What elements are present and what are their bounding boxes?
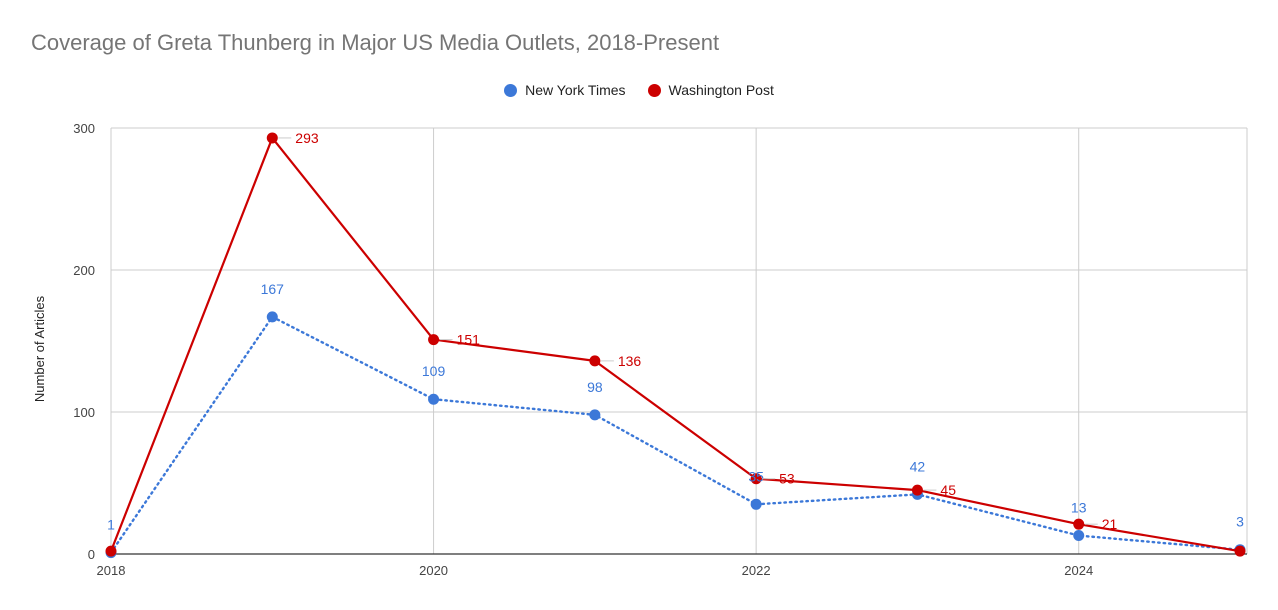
- data-label-nyt: 109: [422, 363, 446, 379]
- data-label-nyt: 42: [910, 458, 926, 474]
- axes: 0 100 200 300 2018 2020 2022 2024: [73, 121, 1247, 578]
- data-label-nyt: 167: [261, 281, 285, 297]
- data-point-wapo: [750, 473, 762, 485]
- data-point-wapo: [1234, 545, 1246, 557]
- data-point-wapo: [266, 132, 278, 144]
- data-point-wapo: [589, 355, 601, 367]
- y-tick-label: 200: [73, 263, 95, 278]
- data-point-nyt: [266, 311, 278, 323]
- data-label-wapo: 21: [1102, 516, 1118, 532]
- x-tick-label: 2024: [1064, 563, 1093, 578]
- data-label-wapo: 293: [295, 130, 319, 146]
- data-label-nyt: 1: [107, 517, 115, 533]
- y-tick-label: 100: [73, 405, 95, 420]
- data-label-nyt: 3: [1236, 514, 1244, 530]
- x-tick-label: 2022: [742, 563, 771, 578]
- legend-marker-wapo: [647, 83, 661, 97]
- data-label-wapo: 151: [457, 332, 481, 348]
- data-label-nyt: 13: [1071, 500, 1087, 516]
- data-label-nyt: 35: [748, 468, 764, 484]
- data-point-nyt: [1073, 530, 1085, 542]
- chart-title: Coverage of Greta Thunberg in Major US M…: [31, 30, 720, 55]
- data-point-wapo: [1073, 518, 1085, 530]
- data-labels: 1 167 109 98 35 42 13 3 293 151 136 53 45 21: [107, 130, 1244, 533]
- chart-legend: New York Times Washington Post: [0, 80, 1278, 100]
- data-label-wapo: 53: [779, 471, 795, 487]
- data-label-nyt: 98: [587, 379, 603, 395]
- data-point-nyt: [750, 498, 762, 510]
- series: [105, 132, 1246, 559]
- data-point-nyt: [428, 393, 440, 405]
- data-label-wapo: 45: [940, 482, 956, 498]
- series-line-nyt: [109, 315, 1242, 554]
- legend-label-nyt: New York Times: [525, 82, 626, 98]
- data-label-wapo: 136: [618, 353, 642, 369]
- data-point-nyt: [589, 409, 601, 421]
- y-tick-label: 0: [88, 547, 95, 562]
- legend-marker-nyt: [504, 83, 518, 97]
- data-point-wapo: [911, 484, 923, 496]
- legend-item-nyt[interactable]: New York Times: [504, 82, 626, 98]
- legend-item-wapo[interactable]: Washington Post: [647, 82, 774, 98]
- grid: [110, 127, 1248, 554]
- data-point-wapo: [428, 334, 440, 346]
- data-point-wapo: [105, 545, 117, 557]
- x-tick-label: 2018: [97, 563, 126, 578]
- x-tick-label: 2020: [419, 563, 448, 578]
- legend-label-wapo: Washington Post: [668, 82, 774, 98]
- series-line-wapo: [109, 136, 1241, 553]
- y-tick-label: 300: [73, 121, 95, 136]
- y-axis-label: Number of Articles: [32, 295, 47, 402]
